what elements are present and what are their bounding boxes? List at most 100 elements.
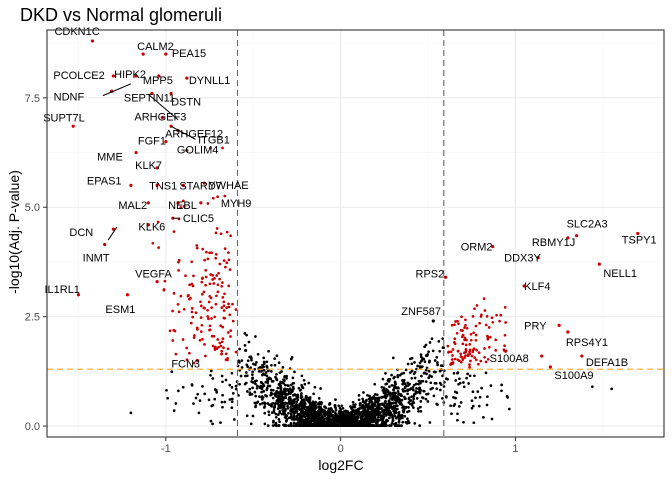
gene-point <box>403 414 407 418</box>
gene-point <box>368 407 372 410</box>
gene-point <box>358 424 362 427</box>
gene-point <box>339 416 343 420</box>
gene-point <box>272 411 276 414</box>
significant-point <box>220 340 224 344</box>
significant-point <box>459 352 463 356</box>
significant-point <box>224 352 228 356</box>
significant-point <box>188 297 191 301</box>
gene-point <box>276 407 280 410</box>
significant-point <box>478 321 481 325</box>
gene-point <box>322 410 325 413</box>
gene-point <box>340 419 344 423</box>
significant-point <box>190 260 194 264</box>
gene-point <box>387 411 391 415</box>
gene-point <box>282 390 286 394</box>
gene-point <box>261 402 264 405</box>
gene-point <box>420 365 424 368</box>
gene-point <box>279 406 282 410</box>
gene-point <box>275 354 279 358</box>
gene-point <box>255 361 258 364</box>
gene-point <box>449 404 452 408</box>
significant-point <box>494 349 498 352</box>
significant-point <box>220 349 224 353</box>
gene-point <box>388 406 392 410</box>
gene-point <box>350 412 354 416</box>
gene-point <box>376 415 380 419</box>
gene-point <box>391 417 395 420</box>
significant-point <box>208 328 211 332</box>
gene-point <box>294 418 298 421</box>
gene-point <box>373 403 377 407</box>
significant-point <box>483 309 487 312</box>
y-tick-label: 0.0 <box>25 421 40 433</box>
gene-point <box>292 413 296 417</box>
gene-label: NDNF <box>54 91 85 103</box>
significant-point <box>465 326 469 330</box>
gene-point <box>309 404 313 408</box>
gene-point <box>213 388 217 391</box>
gene-point <box>243 382 247 386</box>
gene-point <box>390 373 393 377</box>
gene-point <box>266 380 270 383</box>
significant-point <box>453 323 456 327</box>
significant-point <box>218 262 222 266</box>
significant-point <box>206 202 210 205</box>
gene-point <box>462 420 465 424</box>
labeled-gene-point <box>164 52 168 56</box>
gene-point <box>373 396 377 400</box>
gene-point <box>293 411 297 415</box>
gene-point <box>471 404 475 408</box>
gene-point <box>260 381 264 385</box>
gene-point <box>219 421 222 424</box>
gene-point <box>333 403 337 407</box>
significant-point <box>222 346 225 350</box>
gene-point <box>270 403 273 407</box>
gene-point <box>452 371 456 375</box>
gene-point <box>259 365 262 369</box>
significant-point <box>225 306 229 310</box>
gene-point <box>291 382 295 385</box>
gene-point <box>399 392 403 396</box>
gene-point <box>300 374 304 378</box>
gene-point <box>465 376 468 380</box>
gene-point <box>245 390 249 393</box>
gene-point <box>410 369 414 373</box>
gene-point <box>427 369 431 373</box>
gene-point <box>323 405 327 409</box>
gene-point <box>412 388 415 392</box>
gene-point <box>258 402 262 406</box>
gene-point <box>289 415 293 418</box>
significant-point <box>474 324 478 328</box>
gene-point <box>406 362 410 366</box>
gene-point <box>402 410 405 414</box>
significant-point <box>203 306 206 310</box>
gene-point <box>397 393 400 396</box>
gene-point <box>355 408 359 412</box>
significant-point <box>200 277 204 280</box>
gene-point <box>388 385 391 389</box>
significant-point <box>206 315 210 318</box>
gene-point <box>412 397 416 401</box>
significant-point <box>221 296 225 299</box>
gene-point <box>207 398 211 402</box>
gene-point <box>273 402 277 406</box>
gene-point <box>230 386 234 389</box>
gene-point <box>269 393 272 397</box>
gene-point <box>177 389 180 393</box>
gene-point <box>255 384 259 388</box>
gene-point <box>287 424 291 427</box>
gene-point <box>397 400 400 403</box>
gene-point <box>400 398 404 402</box>
gene-point <box>338 411 341 414</box>
significant-point <box>234 350 238 354</box>
gene-label: ORM2 <box>461 242 493 254</box>
gene-point <box>220 400 224 404</box>
gene-point <box>413 376 417 380</box>
gene-point <box>358 420 362 423</box>
gene-point <box>299 396 303 400</box>
gene-point <box>264 371 268 374</box>
gene-point <box>456 418 459 422</box>
gene-point <box>303 420 307 423</box>
gene-label: RPS4Y1 <box>566 337 608 349</box>
gene-point <box>295 400 298 404</box>
